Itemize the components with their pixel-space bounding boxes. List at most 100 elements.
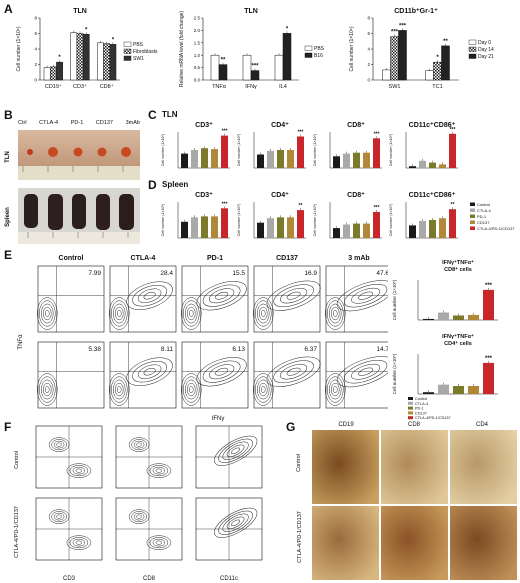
quadrant-percent: 28.4: [160, 270, 173, 277]
f-x-axis-label: CD3: [63, 576, 76, 582]
bar: [343, 153, 350, 168]
significance: ***: [485, 283, 493, 289]
y-tick-label: 1.5: [194, 40, 201, 45]
flow-frame: [325, 341, 388, 409]
contour: [351, 287, 381, 304]
bar: [70, 32, 78, 81]
flow-frame: [37, 265, 105, 333]
small-chart-title: CD8⁺: [347, 122, 365, 129]
contour: [184, 379, 198, 400]
small-chart-ylabel: Cell number (1×10⁶): [161, 204, 165, 236]
bar: [483, 362, 494, 394]
bar: [382, 69, 391, 81]
x-tick-label: CD19⁺: [45, 83, 62, 90]
side-title-line1: IFNγ⁺TNFα⁺: [442, 259, 474, 266]
legend-label: Day 21: [478, 54, 494, 60]
contour: [146, 463, 172, 478]
y-tick-label: 0.5: [194, 65, 201, 70]
bar: [453, 315, 464, 320]
ihc-images: [312, 430, 517, 580]
contour: [132, 360, 168, 383]
flow-column-title: 3 mAb: [348, 255, 369, 262]
flow-plot: 16.9: [252, 265, 321, 333]
y-tick-label: 4: [367, 47, 370, 52]
contour: [44, 386, 50, 393]
bar: [363, 223, 370, 238]
small-chart-ylabel: Cell number (1×10⁶): [389, 134, 393, 166]
legend-label: CTLA-4: [415, 402, 428, 406]
contour: [196, 281, 247, 311]
contour: [188, 310, 194, 317]
flow-frame: [253, 341, 321, 409]
contour: [231, 519, 241, 527]
contour: [137, 364, 162, 379]
panel-d-section: Spleen: [162, 180, 189, 189]
contour: [226, 516, 245, 529]
contour: [136, 514, 142, 519]
contour: [231, 447, 241, 455]
flow-frame: [109, 265, 177, 333]
small-chart-title: CD4⁺: [271, 192, 289, 199]
flow-plot: 5.38: [36, 341, 105, 409]
legend-swatch: [123, 48, 132, 54]
panel-f-flow-plots: Control CTLA-4/PD-1/CD137 CD3 CD8 CD11c: [14, 425, 263, 582]
bar: [43, 67, 51, 81]
bar: [373, 211, 380, 238]
bar: [453, 386, 464, 394]
significance: ***: [374, 131, 380, 137]
quadrant-percent: 8.11: [161, 346, 174, 353]
contour: [208, 364, 235, 380]
bar: [468, 386, 479, 394]
bar: [333, 228, 340, 238]
significance: ***: [450, 127, 456, 133]
contour: [266, 280, 321, 311]
contour: [196, 357, 247, 387]
contour: [126, 281, 173, 310]
legend-label: Day 0: [478, 40, 491, 46]
contour: [351, 363, 381, 380]
flow-plot: 6.37: [252, 341, 321, 409]
contour: [152, 538, 166, 547]
x-tick-label: CD3⁺: [73, 83, 87, 90]
bar: [201, 216, 208, 238]
bar: [439, 218, 446, 238]
bar: [218, 64, 228, 81]
contour: [180, 373, 202, 406]
legend-swatch: [470, 202, 475, 206]
bar: [257, 222, 264, 238]
significance: ***: [222, 129, 228, 135]
contour: [53, 440, 65, 449]
contour: [256, 379, 270, 400]
x-tick-label: CD8⁺: [100, 83, 114, 90]
contour: [132, 284, 168, 307]
legend-swatch: [408, 397, 413, 400]
bar: [429, 162, 436, 168]
contour: [56, 442, 62, 447]
contour: [128, 437, 150, 452]
significance: *: [436, 55, 439, 61]
significance: **: [451, 202, 455, 208]
legend-label: Fibroblasts: [133, 49, 158, 55]
legend-label: CTLA-4: [477, 208, 492, 213]
contour: [182, 300, 200, 327]
bar: [441, 45, 450, 81]
contour: [112, 303, 126, 324]
flow-plot: 47.6: [324, 265, 388, 333]
significance: *: [85, 27, 88, 33]
legend-label: Day 14: [478, 47, 494, 53]
contour: [343, 284, 388, 308]
quadrant-percent: 15.5: [232, 270, 245, 277]
bar: [425, 70, 434, 81]
contour: [69, 465, 89, 477]
bar: [257, 154, 264, 168]
legend-swatch: [408, 416, 413, 420]
y-tick-label: 0: [367, 78, 370, 83]
bar: [353, 152, 360, 168]
contour: [51, 511, 67, 523]
contour: [136, 442, 142, 447]
bar: [343, 224, 350, 238]
tln-label: TLN: [4, 151, 11, 163]
legend-label: CTLA-4/PD-1/CD137: [477, 226, 515, 231]
f-flow-plot: [115, 425, 183, 489]
bar: [274, 54, 284, 81]
